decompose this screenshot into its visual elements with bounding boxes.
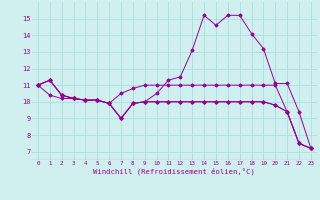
X-axis label: Windchill (Refroidissement éolien,°C): Windchill (Refroidissement éolien,°C) [93,168,255,175]
